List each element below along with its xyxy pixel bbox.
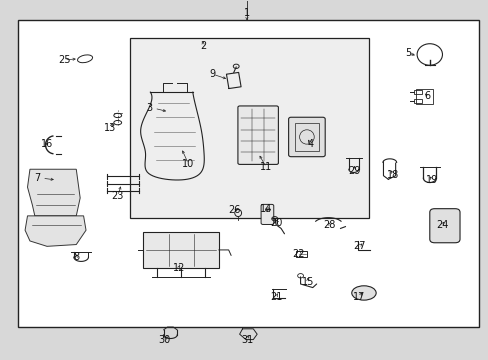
Text: 3: 3	[146, 103, 152, 113]
Polygon shape	[25, 216, 86, 246]
Text: 13: 13	[104, 123, 116, 133]
Bar	[413, 99, 421, 103]
Polygon shape	[27, 169, 80, 216]
FancyBboxPatch shape	[238, 106, 278, 165]
Bar	[143, 232, 219, 268]
Text: 28: 28	[323, 220, 335, 230]
Text: 26: 26	[228, 206, 241, 216]
Text: 15: 15	[301, 277, 313, 287]
Text: 20: 20	[269, 218, 282, 228]
Bar	[415, 89, 432, 104]
Text: 5: 5	[404, 48, 410, 58]
Text: 4: 4	[306, 139, 313, 149]
Text: 22: 22	[291, 248, 304, 258]
Text: 30: 30	[158, 334, 170, 345]
Text: 12: 12	[172, 263, 184, 273]
Text: 2: 2	[200, 41, 206, 50]
Text: 25: 25	[58, 55, 70, 65]
Text: 6: 6	[424, 91, 429, 101]
Text: 23: 23	[111, 191, 123, 201]
Text: 14: 14	[260, 204, 272, 214]
Text: 11: 11	[260, 162, 272, 172]
Bar	[296, 251, 306, 257]
Text: 29: 29	[347, 166, 360, 176]
FancyBboxPatch shape	[429, 209, 459, 243]
Text: 7: 7	[34, 173, 41, 183]
Text: 21: 21	[269, 292, 282, 302]
Text: 1: 1	[244, 8, 249, 18]
Text: 16: 16	[41, 139, 53, 149]
Text: 9: 9	[209, 69, 215, 79]
Text: 24: 24	[435, 220, 447, 230]
Bar	[18, 21, 478, 327]
Text: 27: 27	[352, 241, 365, 251]
Text: 19: 19	[425, 175, 437, 185]
Bar	[130, 39, 368, 218]
Text: 10: 10	[182, 159, 194, 169]
Ellipse shape	[351, 286, 375, 300]
Text: 31: 31	[240, 334, 253, 345]
FancyBboxPatch shape	[288, 117, 325, 157]
Bar	[413, 90, 421, 94]
Text: 17: 17	[352, 292, 365, 302]
Bar	[294, 123, 318, 151]
Text: 8: 8	[73, 252, 79, 262]
FancyBboxPatch shape	[261, 204, 273, 225]
Text: 18: 18	[386, 170, 399, 180]
